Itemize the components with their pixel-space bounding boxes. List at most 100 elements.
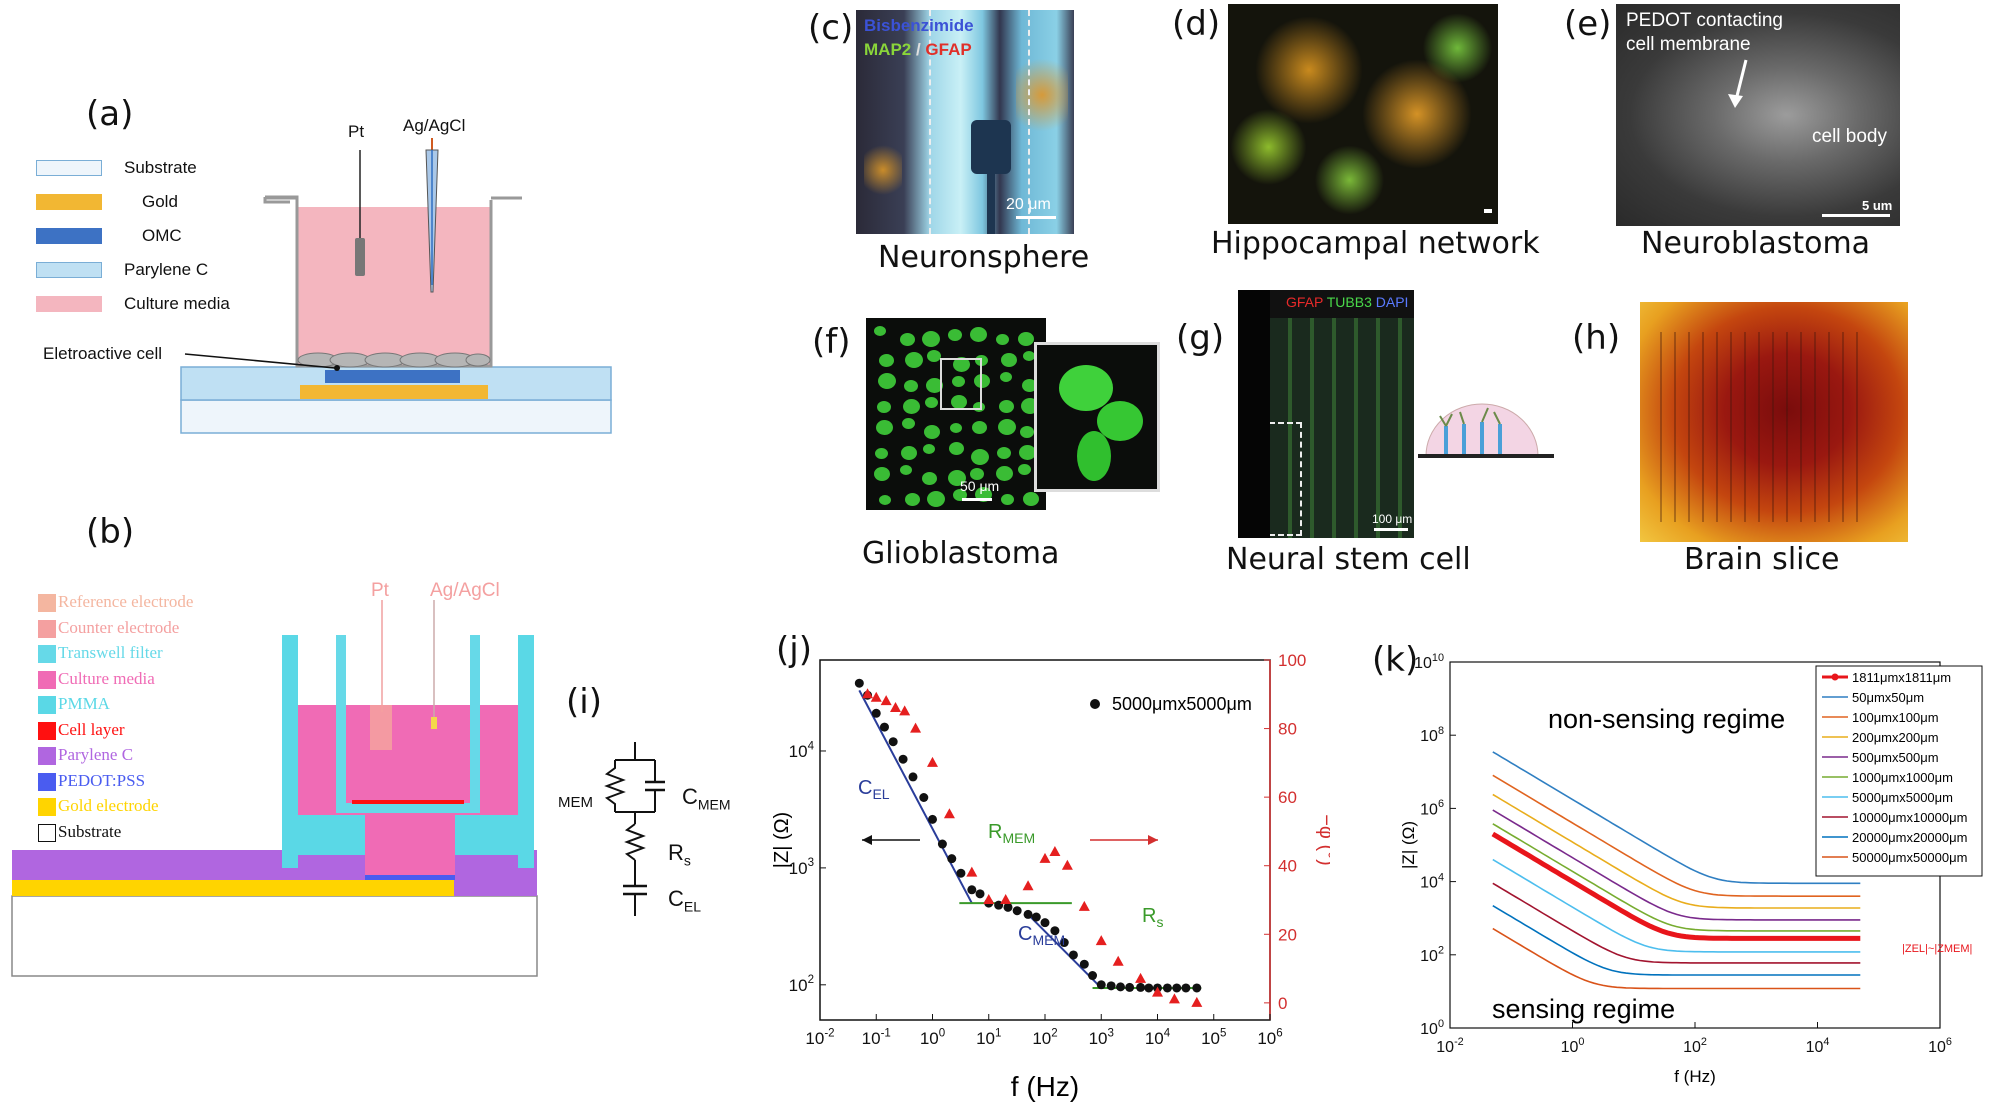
j-fit-cel xyxy=(858,689,973,904)
k-legend-label: 5000μmx5000μm xyxy=(1852,790,1953,805)
b-legend-swatch xyxy=(38,747,56,765)
f-cell xyxy=(1023,351,1035,361)
a-pt-electrode xyxy=(355,238,365,276)
f-cell xyxy=(1023,492,1039,506)
f-cell xyxy=(1018,464,1031,475)
j-impedance-point xyxy=(1106,981,1116,991)
f-cell xyxy=(879,495,891,505)
f-scale-bar xyxy=(962,498,992,501)
k-legend-label: 50μmx50μm xyxy=(1852,690,1924,705)
panel-label-f: (f) xyxy=(812,322,851,362)
j-x-tick-label: 105 xyxy=(1201,1027,1226,1048)
j-y2-tick-label: 60 xyxy=(1278,788,1297,807)
f-cell xyxy=(927,350,941,362)
j-y2-tick-label: 20 xyxy=(1278,925,1297,944)
k-series-line xyxy=(1492,809,1861,921)
i-c-mem-label: CMEM xyxy=(682,784,731,813)
a-cell-layer xyxy=(297,352,491,368)
f-cell xyxy=(927,491,945,507)
b-legend-swatch xyxy=(38,772,56,791)
f-cell xyxy=(1019,445,1036,460)
j-impedance-point xyxy=(871,708,881,718)
e-note-2: cell membrane xyxy=(1626,34,1751,55)
j-legend-label: 5000μmx5000μm xyxy=(1112,694,1252,714)
f-cell xyxy=(1000,372,1012,382)
k-series-line xyxy=(1492,905,1861,976)
panel-label-j: (j) xyxy=(776,630,812,670)
panel-label-b: (b) xyxy=(86,512,135,552)
b-legend-swatch xyxy=(38,645,56,663)
k-y-tick-label: 108 xyxy=(1420,725,1444,745)
j-y-tick-label: 103 xyxy=(789,857,814,878)
j-impedance-point xyxy=(854,678,864,688)
k-y-tick-label: 106 xyxy=(1420,798,1444,818)
panel-label-g: (g) xyxy=(1176,318,1225,358)
a-omc-layer xyxy=(325,370,460,383)
k-legend-label: 100μmx100μm xyxy=(1852,710,1939,725)
j-x-tick-label: 103 xyxy=(1089,1027,1114,1048)
k-x-tick-label: 102 xyxy=(1683,1036,1707,1056)
j-legend-marker xyxy=(1090,699,1100,709)
b-legend-label: Reference electrode xyxy=(58,592,194,611)
a-gold-electrode xyxy=(300,385,488,399)
f-cell xyxy=(950,423,962,433)
j-impedance-point xyxy=(975,889,985,899)
j-impedance-point xyxy=(898,754,908,764)
a-legend-swatch xyxy=(36,228,102,244)
c-scale-bar xyxy=(1016,216,1056,219)
b-legend-swatch xyxy=(38,696,56,714)
k-x-axis-label: f (Hz) xyxy=(1674,1067,1716,1086)
j-x-tick-label: 106 xyxy=(1257,1027,1282,1048)
j-phase-point xyxy=(1191,996,1203,1007)
j-impedance-point xyxy=(1136,982,1146,992)
k-y-tick-label: 100 xyxy=(1420,1018,1444,1038)
f-cell xyxy=(878,373,896,389)
e-scale-bar xyxy=(1822,214,1890,217)
e-neuroblastoma-image: PEDOT contacting cell membrane cell body… xyxy=(1616,4,1900,226)
j-phase-point xyxy=(927,756,938,767)
k-series-line xyxy=(1492,858,1861,953)
f-cell xyxy=(875,448,888,459)
f-glioblastoma-image: 50 μm xyxy=(866,318,1046,510)
f-cell xyxy=(998,419,1016,435)
f-cell xyxy=(948,329,962,341)
f-cell xyxy=(1001,494,1014,505)
d-scale-bar xyxy=(1484,209,1492,213)
f-cell xyxy=(1020,426,1034,438)
k-x-tick-label: 10-2 xyxy=(1436,1036,1463,1056)
k-x-tick-label: 100 xyxy=(1561,1036,1585,1056)
j-phase-point xyxy=(983,894,995,904)
f-cell xyxy=(996,334,1009,345)
k-legend-box xyxy=(1815,665,1983,877)
k-y-tick-label: 1010 xyxy=(1414,652,1444,672)
k-annotation-sensing: sensing regime xyxy=(1492,994,1675,1024)
b-legend-label: Substrate xyxy=(58,821,122,841)
f-cell xyxy=(970,327,987,342)
f-cell xyxy=(900,333,915,346)
a-legend-swatch xyxy=(36,160,102,176)
j-x-tick-label: 100 xyxy=(920,1027,945,1048)
f-cell xyxy=(949,442,964,455)
j-phase-point xyxy=(966,866,978,877)
g-stain-gfap: GFAP xyxy=(1286,294,1324,310)
k-side-label: |ZEL|~|ZMEM| xyxy=(1902,943,1972,955)
e-scale-label: 5 um xyxy=(1862,198,1893,213)
j-phase-point xyxy=(943,808,955,819)
j-impedance-point xyxy=(937,839,947,849)
k-series-line xyxy=(1492,882,1861,964)
g-stain-tubb3: TUBB3 xyxy=(1326,294,1372,310)
f-cell xyxy=(996,466,1013,481)
j-impedance-point xyxy=(1096,980,1106,990)
j-impedance-point xyxy=(956,868,966,878)
j-x-tick-label: 102 xyxy=(1032,1027,1057,1048)
f-cell xyxy=(974,374,990,388)
panel-label-i: (i) xyxy=(566,682,602,722)
j-x-tick-label: 10-1 xyxy=(862,1027,891,1048)
j-y-tick-label: 102 xyxy=(789,974,814,995)
f-cell xyxy=(905,352,923,368)
b-legend-label: Transwell filter xyxy=(58,643,163,662)
i-equivalent-circuit xyxy=(604,742,665,916)
k-series-line xyxy=(1492,823,1861,932)
f-cell xyxy=(905,493,920,506)
